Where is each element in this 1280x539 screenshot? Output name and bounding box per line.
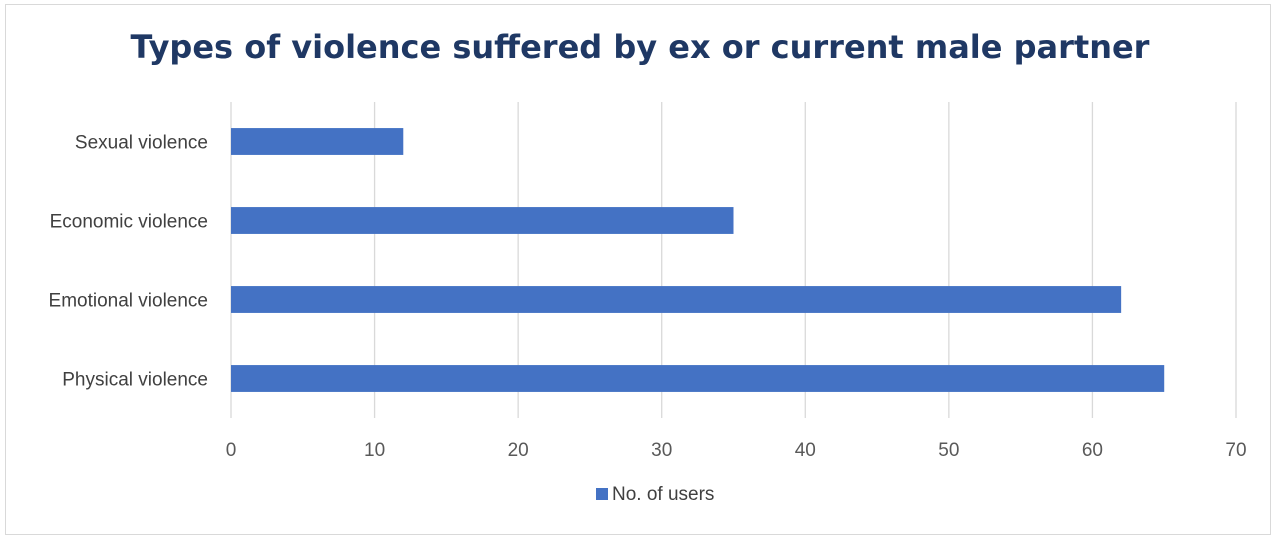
legend-label: No. of users: [612, 484, 714, 505]
category-label: Sexual violence: [75, 133, 208, 154]
x-tick-label: 60: [1082, 440, 1103, 461]
bar: [231, 128, 404, 155]
legend-swatch: [596, 488, 608, 500]
y-axis-categories: Physical violence Emotional violence Econo…: [49, 133, 208, 391]
x-tick-label: 0: [226, 440, 237, 461]
x-tick-label: 70: [1225, 440, 1246, 461]
bars: [231, 128, 1165, 392]
chart-frame: [5, 4, 1271, 535]
bar: [231, 286, 1122, 313]
category-label: Emotional violence: [49, 291, 208, 312]
category-label: Physical violence: [62, 370, 208, 391]
x-tick-label: 20: [508, 440, 529, 461]
x-tick-label: 40: [795, 440, 816, 461]
bar: [231, 207, 734, 234]
chart-title: Types of violence suffered by ex or curr…: [130, 28, 1150, 66]
x-tick-label: 30: [651, 440, 672, 461]
legend: No. of users: [596, 484, 714, 505]
x-axis-ticks: 0 10 20 30 40 50 60 70: [226, 440, 1247, 461]
x-tick-label: 50: [938, 440, 959, 461]
bar: [231, 365, 1165, 392]
x-tick-label: 10: [364, 440, 385, 461]
category-label: Economic violence: [50, 212, 208, 233]
